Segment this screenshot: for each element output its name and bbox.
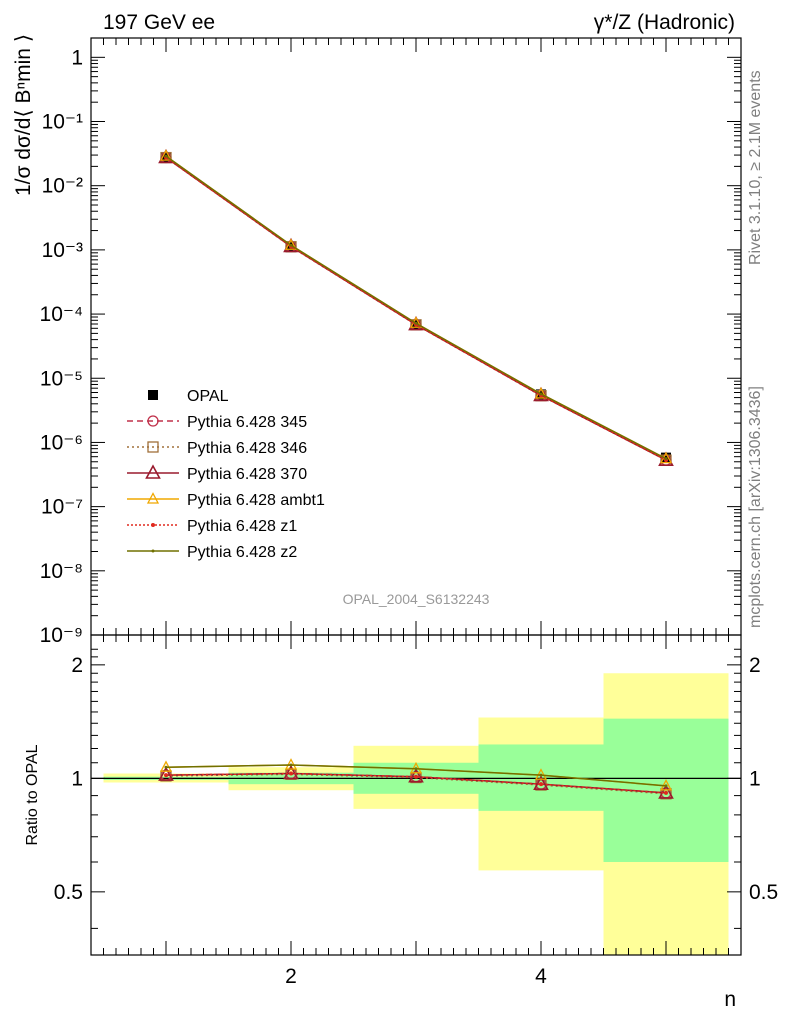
main-y-tick-label: 10⁻⁵ <box>40 367 83 390</box>
ratio-y-tick-label: 2 <box>71 654 83 677</box>
ratio-point-z1-1 <box>164 773 168 778</box>
ratio-y-axis-label: Ratio to OPAL <box>24 744 41 845</box>
legend-marker-p346 <box>147 441 159 453</box>
x-tick-label: 4 <box>535 965 547 988</box>
legend-item-opal: OPAL <box>148 388 229 405</box>
legend-label-p345: Pythia 6.428 345 <box>187 414 307 431</box>
x-tick-label: 2 <box>285 965 297 988</box>
main-y-tick-label: 10⁻⁹ <box>40 624 83 647</box>
legend-item-p370: Pythia 6.428 370 <box>127 464 307 483</box>
main-series-layer <box>158 148 674 466</box>
rivet-version-label: Rivet 3.1.10, ≥ 2.1M events <box>747 70 764 265</box>
ratio-point-z1-2 <box>289 771 293 776</box>
energy-label: 197 GeV ee <box>103 11 215 34</box>
axes-layer: 1 10⁻¹ 10⁻² 10⁻³ 10⁻⁴ 10⁻⁵ 10⁻⁶ 10⁻⁷ 10⁻⁸ 10⁻⁹ 2 4 0… <box>40 37 778 988</box>
main-y-tick-label: 10⁻⁷ <box>41 496 83 519</box>
legend-item-z1: Pythia 6.428 z1 <box>127 518 297 535</box>
main-y-tick-label: 10⁻⁴ <box>40 303 83 326</box>
legend-item-ambt1: Pythia 6.428 ambt1 <box>127 492 325 509</box>
main-point-z2-4 <box>539 392 543 396</box>
mcplots-url-label: mcplots.cern.ch [arXiv:1306.3436] <box>747 386 764 628</box>
ratio-point-p370-5 <box>658 784 674 799</box>
ratio-point-z2-5 <box>664 784 668 788</box>
legend-label-z1: Pythia 6.428 z1 <box>187 518 297 535</box>
main-point-ambt1-1 <box>159 149 173 161</box>
legend-item-p346: Pythia 6.428 346 <box>127 440 307 457</box>
main-y-tick-label: 10⁻⁶ <box>40 431 83 454</box>
ratio-y-tick-label-right: 1 <box>749 767 761 790</box>
ratio-y-tick-label: 0.5 <box>54 881 83 904</box>
ratio-point-z1-3 <box>414 774 418 779</box>
ratio-point-p370-4 <box>533 775 549 790</box>
legend-marker-z2 <box>151 549 155 553</box>
ratio-point-p370-2 <box>283 764 299 780</box>
main-y-axis-label: 1/σ dσ/d⟨ Bⁿmin ⟩ <box>12 34 35 196</box>
ratio-line-z1 <box>165 772 667 794</box>
legend-marker-ambt1 <box>146 492 160 504</box>
main-y-tick-label: 10⁻⁸ <box>40 560 83 583</box>
legend-item-p345: Pythia 6.428 345 <box>127 414 307 431</box>
legend-label-z2: Pythia 6.428 z2 <box>187 544 297 561</box>
main-point-z2-5 <box>664 457 668 461</box>
main-point-z2-2 <box>289 243 293 247</box>
ratio-point-z2-2 <box>289 763 293 767</box>
main-y-tick-label: 10⁻¹ <box>42 111 83 134</box>
ratio-point-p370-3 <box>408 768 424 783</box>
main-point-ambt1-2 <box>284 238 298 250</box>
legend-marker-z1 <box>151 523 155 527</box>
legend-marker-opal <box>148 390 158 400</box>
main-point-z2-3 <box>414 321 418 325</box>
main-y-tick-label: 10⁻² <box>42 175 83 198</box>
ratio-point-z2-1 <box>164 765 168 769</box>
main-y-tick-label: 10⁻³ <box>42 239 83 262</box>
process-label: γ*/Z (Hadronic) <box>594 11 735 34</box>
legend-marker-p370 <box>145 464 161 479</box>
legend-label-ambt1: Pythia 6.428 ambt1 <box>187 492 325 509</box>
ratio-y-tick-label-right: 2 <box>749 654 761 677</box>
main-point-z2-1 <box>164 154 168 158</box>
ratio-series-layer <box>158 758 674 800</box>
legend-label-p370: Pythia 6.428 370 <box>187 466 307 483</box>
legend: OPAL Pythia 6.428 345 Pythia 6.428 346 Pyth… <box>127 388 325 561</box>
ratio-point-z2-3 <box>414 767 418 771</box>
analysis-watermark: OPAL_2004_S6132243 <box>343 591 490 607</box>
x-axis-label: n <box>724 988 736 1011</box>
legend-label-p346: Pythia 6.428 346 <box>187 440 307 457</box>
ratio-point-ambt1-2 <box>284 758 298 770</box>
legend-marker-p345 <box>147 415 159 427</box>
legend-label-opal: OPAL <box>187 388 229 405</box>
main-y-tick-label: 1 <box>71 46 83 69</box>
ratio-point-z1-4 <box>539 782 543 787</box>
ratio-uncertainty-bands <box>103 673 729 955</box>
legend-item-z2: Pythia 6.428 z2 <box>127 544 297 561</box>
ratio-point-z2-4 <box>539 773 543 777</box>
ratio-y-tick-label-right: 0.5 <box>749 881 778 904</box>
ratio-y-tick-label: 1 <box>71 767 83 790</box>
ratio-point-p370-1 <box>158 766 174 781</box>
ratio-point-z1-5 <box>664 790 668 795</box>
